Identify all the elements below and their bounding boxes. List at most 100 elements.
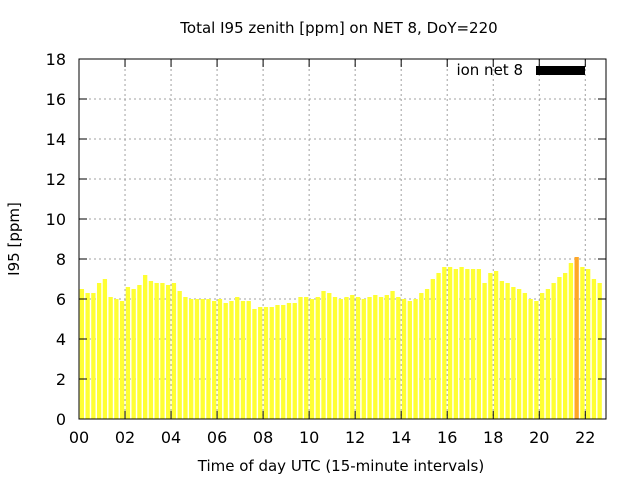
bar: [390, 291, 395, 419]
bar: [263, 307, 269, 419]
bar: [396, 297, 401, 419]
y-tick-label: 10: [46, 210, 66, 229]
bar: [327, 293, 332, 419]
y-tick-label: 14: [46, 130, 66, 149]
bar: [493, 271, 499, 419]
x-tick-label: 06: [207, 428, 227, 447]
x-tick-label: 02: [115, 428, 135, 447]
bar: [597, 283, 602, 419]
bar: [223, 303, 228, 419]
bar: [229, 301, 234, 419]
bar: [516, 289, 522, 419]
bar: [183, 297, 188, 419]
y-tick-label: 12: [46, 170, 66, 189]
bar: [534, 301, 539, 419]
y-tick-label: 2: [56, 370, 66, 389]
bar: [344, 297, 349, 419]
legend-swatch: [536, 66, 585, 75]
x-tick-label: 18: [483, 428, 503, 447]
y-tick-label: 8: [56, 250, 66, 269]
y-tick-label: 4: [56, 330, 66, 349]
bar: [119, 301, 125, 419]
bar: [470, 269, 476, 419]
x-tick-label: 20: [529, 428, 549, 447]
bar: [102, 279, 108, 419]
bar: [505, 283, 510, 419]
bar: [131, 289, 136, 419]
bar: [321, 291, 326, 419]
bar: [499, 281, 505, 419]
y-axis-ticks: 0 2 4 6 8 10 12 14 16 18: [46, 50, 606, 429]
bar: [436, 273, 441, 419]
bar: [252, 309, 257, 419]
bar: [125, 287, 131, 419]
bar: [545, 289, 551, 419]
bar: [286, 303, 292, 419]
x-tick-label: 00: [69, 428, 89, 447]
bar: [465, 269, 470, 419]
bar: [91, 293, 96, 419]
y-tick-label: 18: [46, 50, 66, 69]
bar: [114, 299, 119, 419]
bar: [258, 307, 263, 419]
bar: [557, 277, 562, 419]
bar: [177, 291, 182, 419]
bar: [384, 295, 389, 419]
bar: [488, 273, 493, 419]
bar: [459, 267, 464, 419]
bar: [378, 297, 384, 419]
bar: [447, 267, 453, 419]
bar: [235, 297, 240, 419]
bar: [143, 275, 148, 419]
bar: [160, 283, 165, 419]
bar: [292, 303, 297, 419]
x-tick-label: 10: [299, 428, 319, 447]
bar: [166, 285, 171, 419]
bar: [361, 299, 366, 419]
bar: [338, 299, 343, 419]
bar: [332, 297, 338, 419]
x-tick-label: 08: [253, 428, 273, 447]
bar: [574, 257, 579, 419]
bar: [206, 299, 211, 419]
bar: [85, 293, 90, 419]
bar: [568, 263, 574, 419]
grid-lines: [79, 59, 606, 419]
bar: [453, 269, 458, 419]
bar: [304, 297, 309, 419]
bar: [350, 295, 355, 419]
bar: [522, 293, 528, 419]
x-axis-ticks: 00 02 04 06 08 10 12 14 16 18 20 22: [69, 59, 595, 447]
bar: [528, 299, 533, 419]
bar: [442, 267, 447, 419]
bar: [200, 299, 205, 419]
bar: [551, 283, 556, 419]
bar: [482, 283, 487, 419]
legend: ion net 8: [456, 61, 585, 79]
bar: [309, 299, 315, 419]
bar: [539, 293, 545, 419]
bar: [246, 301, 251, 419]
bar: [591, 279, 597, 419]
x-axis-label: Time of day UTC (15-minute intervals): [197, 457, 484, 475]
bar: [315, 297, 320, 419]
legend-label: ion net 8: [456, 61, 523, 79]
bar: [148, 281, 154, 419]
bar: [367, 297, 372, 419]
bar: [401, 299, 407, 419]
bar: [419, 293, 424, 419]
bar: [281, 305, 286, 419]
bar: [413, 299, 418, 419]
bar: [79, 289, 85, 419]
bar: [424, 289, 430, 419]
bar: [240, 301, 246, 419]
bar: [562, 273, 568, 419]
y-tick-label: 16: [46, 90, 66, 109]
bar: [511, 287, 516, 419]
x-tick-label: 14: [391, 428, 411, 447]
x-tick-label: 12: [345, 428, 365, 447]
bar: [96, 283, 102, 419]
y-tick-label: 0: [56, 410, 66, 429]
chart-title: Total I95 zenith [ppm] on NET 8, DoY=220: [179, 19, 497, 37]
